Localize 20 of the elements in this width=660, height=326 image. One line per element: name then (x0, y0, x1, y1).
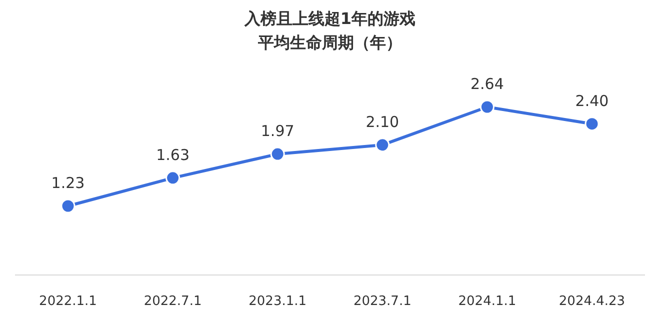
x-tick-label: 2023.1.1 (248, 294, 307, 309)
point (60, 198, 76, 214)
data-label: 1.97 (260, 122, 294, 140)
x-tick-label: 2022.1.1 (39, 294, 97, 309)
chart-title: 入榜且上线超1年的游戏 (243, 9, 416, 28)
data-label: 2.40 (575, 92, 609, 110)
point (375, 138, 390, 152)
point (584, 116, 600, 132)
data-label: 1.63 (156, 146, 190, 164)
data-label: 1.23 (51, 174, 85, 192)
point (166, 170, 180, 186)
x-tick-label: 2022.7.1 (144, 294, 202, 309)
point (270, 146, 285, 162)
point (480, 100, 494, 114)
x-tick-label: 2024.4.23 (558, 294, 626, 309)
chart-subtitle: 平均生命周期（年） (257, 33, 402, 52)
x-tick-label: 2023.7.1 (353, 294, 412, 309)
data-label: 2.10 (366, 112, 400, 131)
x-tick-label: 2024.1.1 (458, 294, 516, 309)
data-label: 2.64 (470, 75, 504, 93)
